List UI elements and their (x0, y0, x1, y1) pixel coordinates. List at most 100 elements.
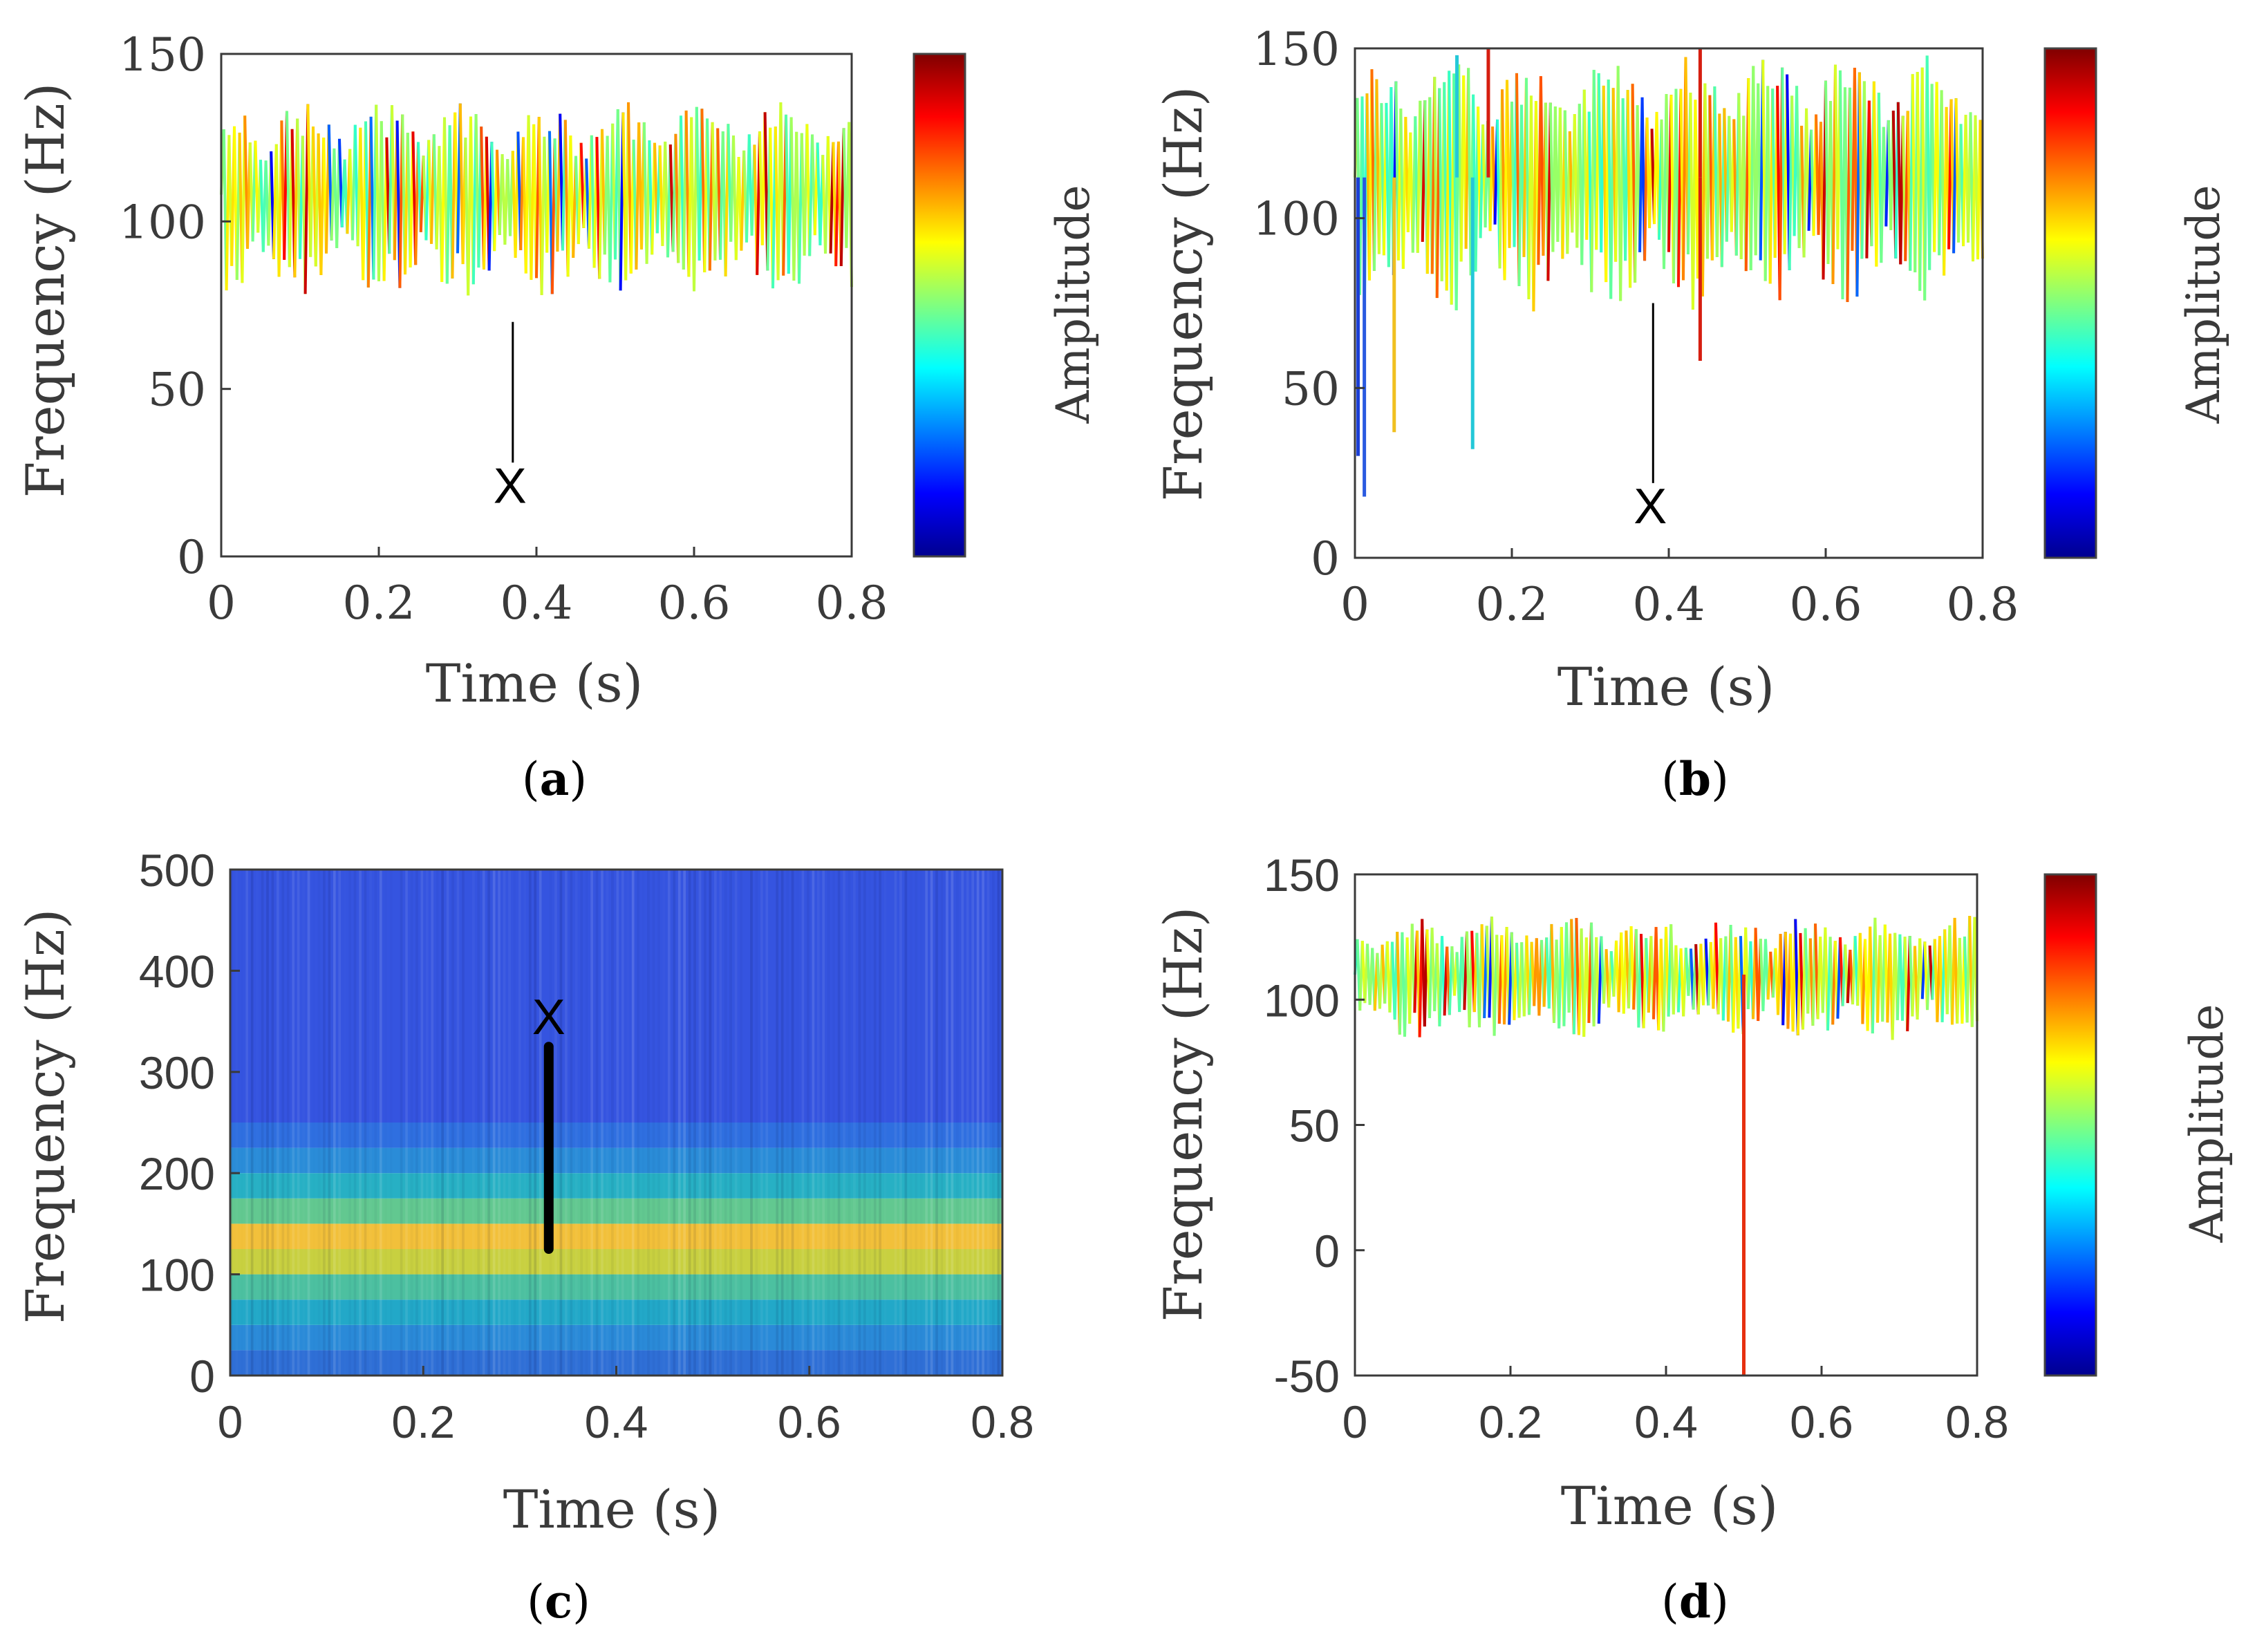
heatmap-texture-stripe (631, 870, 635, 1376)
panel-d-xlabel: Time (s) (1561, 1475, 1779, 1537)
heatmap-texture-stripe (266, 870, 269, 1376)
heatmap-band-3 (230, 1274, 1002, 1300)
heatmap-texture-stripe (467, 870, 470, 1376)
heatmap-texture-stripe (241, 870, 243, 1376)
panel-b-colorbar (2043, 47, 2097, 559)
x-tick-label: 0.6 (778, 1396, 841, 1447)
heatmap-texture-stripe (514, 870, 516, 1376)
x-tick-label: 0.8 (971, 1396, 1034, 1447)
y-tick-label: 0 (1314, 1226, 1340, 1277)
heatmap-texture-stripe (756, 870, 758, 1376)
heatmap-texture-stripe (415, 870, 418, 1376)
heatmap-texture-stripe (344, 870, 346, 1376)
panel-c-caption: (c) (527, 1575, 590, 1628)
heatmap-texture-stripe (858, 870, 861, 1376)
y-tick-label: 50 (1289, 1100, 1340, 1152)
y-tick-label: 0 (189, 1351, 215, 1402)
heatmap-texture-stripe (765, 870, 769, 1376)
heatmap-texture-stripe (816, 870, 820, 1376)
heatmap-texture-stripe (884, 870, 887, 1376)
panel-b-ylabel: Frequency (Hz) (1152, 86, 1214, 502)
heatmap-texture-stripe (281, 870, 285, 1376)
heatmap-texture-stripe (297, 870, 300, 1376)
y-tick-label: -50 (1274, 1351, 1340, 1402)
heatmap-band-1 (230, 1324, 1002, 1351)
x-tick-label: 0 (207, 576, 236, 630)
heatmap-texture-stripe (528, 870, 532, 1376)
heatmap-texture-stripe (477, 870, 480, 1376)
x-tick-label: 0.2 (343, 576, 415, 630)
heatmap-texture-stripe (425, 870, 429, 1376)
heatmap-texture-stripe (333, 870, 336, 1376)
heatmap-texture-stripe (338, 870, 341, 1376)
heatmap-band-10 (230, 870, 1002, 1123)
heatmap-band-8 (230, 1147, 1002, 1174)
heatmap-texture-stripe (353, 870, 357, 1376)
panel-c: 0 0.2 0.4 0.6 0.8 0 100 200 300 400 500 X Frequency… (15, 845, 1034, 1628)
heatmap-texture-stripe (312, 870, 315, 1376)
heatmap-texture-stripe (611, 870, 614, 1376)
heatmap-texture-stripe (698, 870, 702, 1376)
heatmap-texture-stripe (771, 870, 774, 1376)
heatmap-texture-stripe (729, 870, 733, 1376)
heatmap-texture-stripe (446, 870, 449, 1376)
panel-a-caption: (a) (522, 752, 587, 806)
heatmap-texture-stripe (873, 870, 877, 1376)
heatmap-texture-stripe (915, 870, 917, 1376)
heatmap-texture-stripe (626, 870, 629, 1376)
x-tick-label: 0.2 (391, 1396, 455, 1447)
x-tick-label: 0.6 (1790, 578, 1862, 631)
heatmap-texture-stripe (822, 870, 825, 1376)
heatmap-band-5 (230, 1223, 1002, 1249)
panel-a-ylabel: Frequency (Hz) (15, 83, 76, 498)
heatmap-texture-stripe (292, 870, 295, 1376)
panel-d-ylabel: Frequency (Hz) (1152, 907, 1214, 1322)
panel-d-colorbar-label: Amplitude (2180, 1004, 2234, 1243)
heatmap-texture-stripe (554, 870, 557, 1376)
panel-c-xlabel: Time (s) (503, 1479, 721, 1540)
x-tick-label: 0.2 (1476, 578, 1548, 631)
heatmap-texture-stripe (245, 870, 249, 1376)
panel-b-xlabel: Time (s) (1557, 656, 1775, 717)
heatmap-texture-stripe (946, 870, 948, 1376)
y-tick-label: 100 (1253, 193, 1340, 246)
heatmap-texture-stripe (657, 870, 660, 1376)
heatmap-texture-stripe (235, 870, 238, 1376)
heatmap-texture-stripe (925, 870, 928, 1376)
x-tick-label: 0.6 (1790, 1396, 1853, 1447)
heatmap-texture-stripe (436, 870, 439, 1376)
x-tick-label: 0.6 (658, 576, 731, 630)
heatmap-texture-stripe (616, 870, 619, 1376)
heatmap-texture-stripe (328, 870, 331, 1376)
heatmap-texture-stripe (462, 870, 465, 1376)
panel-d-colorbar (2043, 873, 2097, 1377)
panel-a-colorbar (913, 53, 966, 558)
heatmap-texture-stripe (595, 870, 599, 1376)
heatmap-texture-stripe (379, 870, 382, 1376)
heatmap-texture-stripe (812, 870, 815, 1376)
heatmap-band-4 (230, 1249, 1002, 1275)
heatmap-texture-stripe (523, 870, 526, 1376)
heatmap-texture-stripe (441, 870, 445, 1376)
heatmap-texture-stripe (791, 870, 794, 1376)
heatmap-texture-stripe (503, 870, 506, 1376)
y-tick-label: 100 (119, 196, 206, 249)
heatmap-texture-stripe (456, 870, 460, 1376)
x-tick-label: 0.4 (585, 1396, 648, 1447)
y-tick-label: 0 (1311, 532, 1340, 585)
heatmap-texture-stripe (734, 870, 738, 1376)
panel-d-caption: (d) (1661, 1575, 1729, 1628)
x-tick-label: 0.8 (816, 576, 888, 630)
heatmap-texture-stripe (307, 870, 310, 1376)
heatmap-texture-stripe (302, 870, 305, 1376)
heatmap-texture-stripe (575, 870, 578, 1376)
heatmap-texture-stripe (400, 870, 403, 1376)
x-tick-label: 0 (218, 1396, 243, 1447)
heatmap-texture-stripe (688, 870, 691, 1376)
heatmap-texture-stripe (941, 870, 944, 1376)
heatmap-texture-stripe (780, 870, 784, 1376)
heatmap-texture-stripe (719, 870, 722, 1376)
heatmap-texture-stripe (323, 870, 326, 1376)
heatmap-texture-stripe (492, 870, 496, 1376)
